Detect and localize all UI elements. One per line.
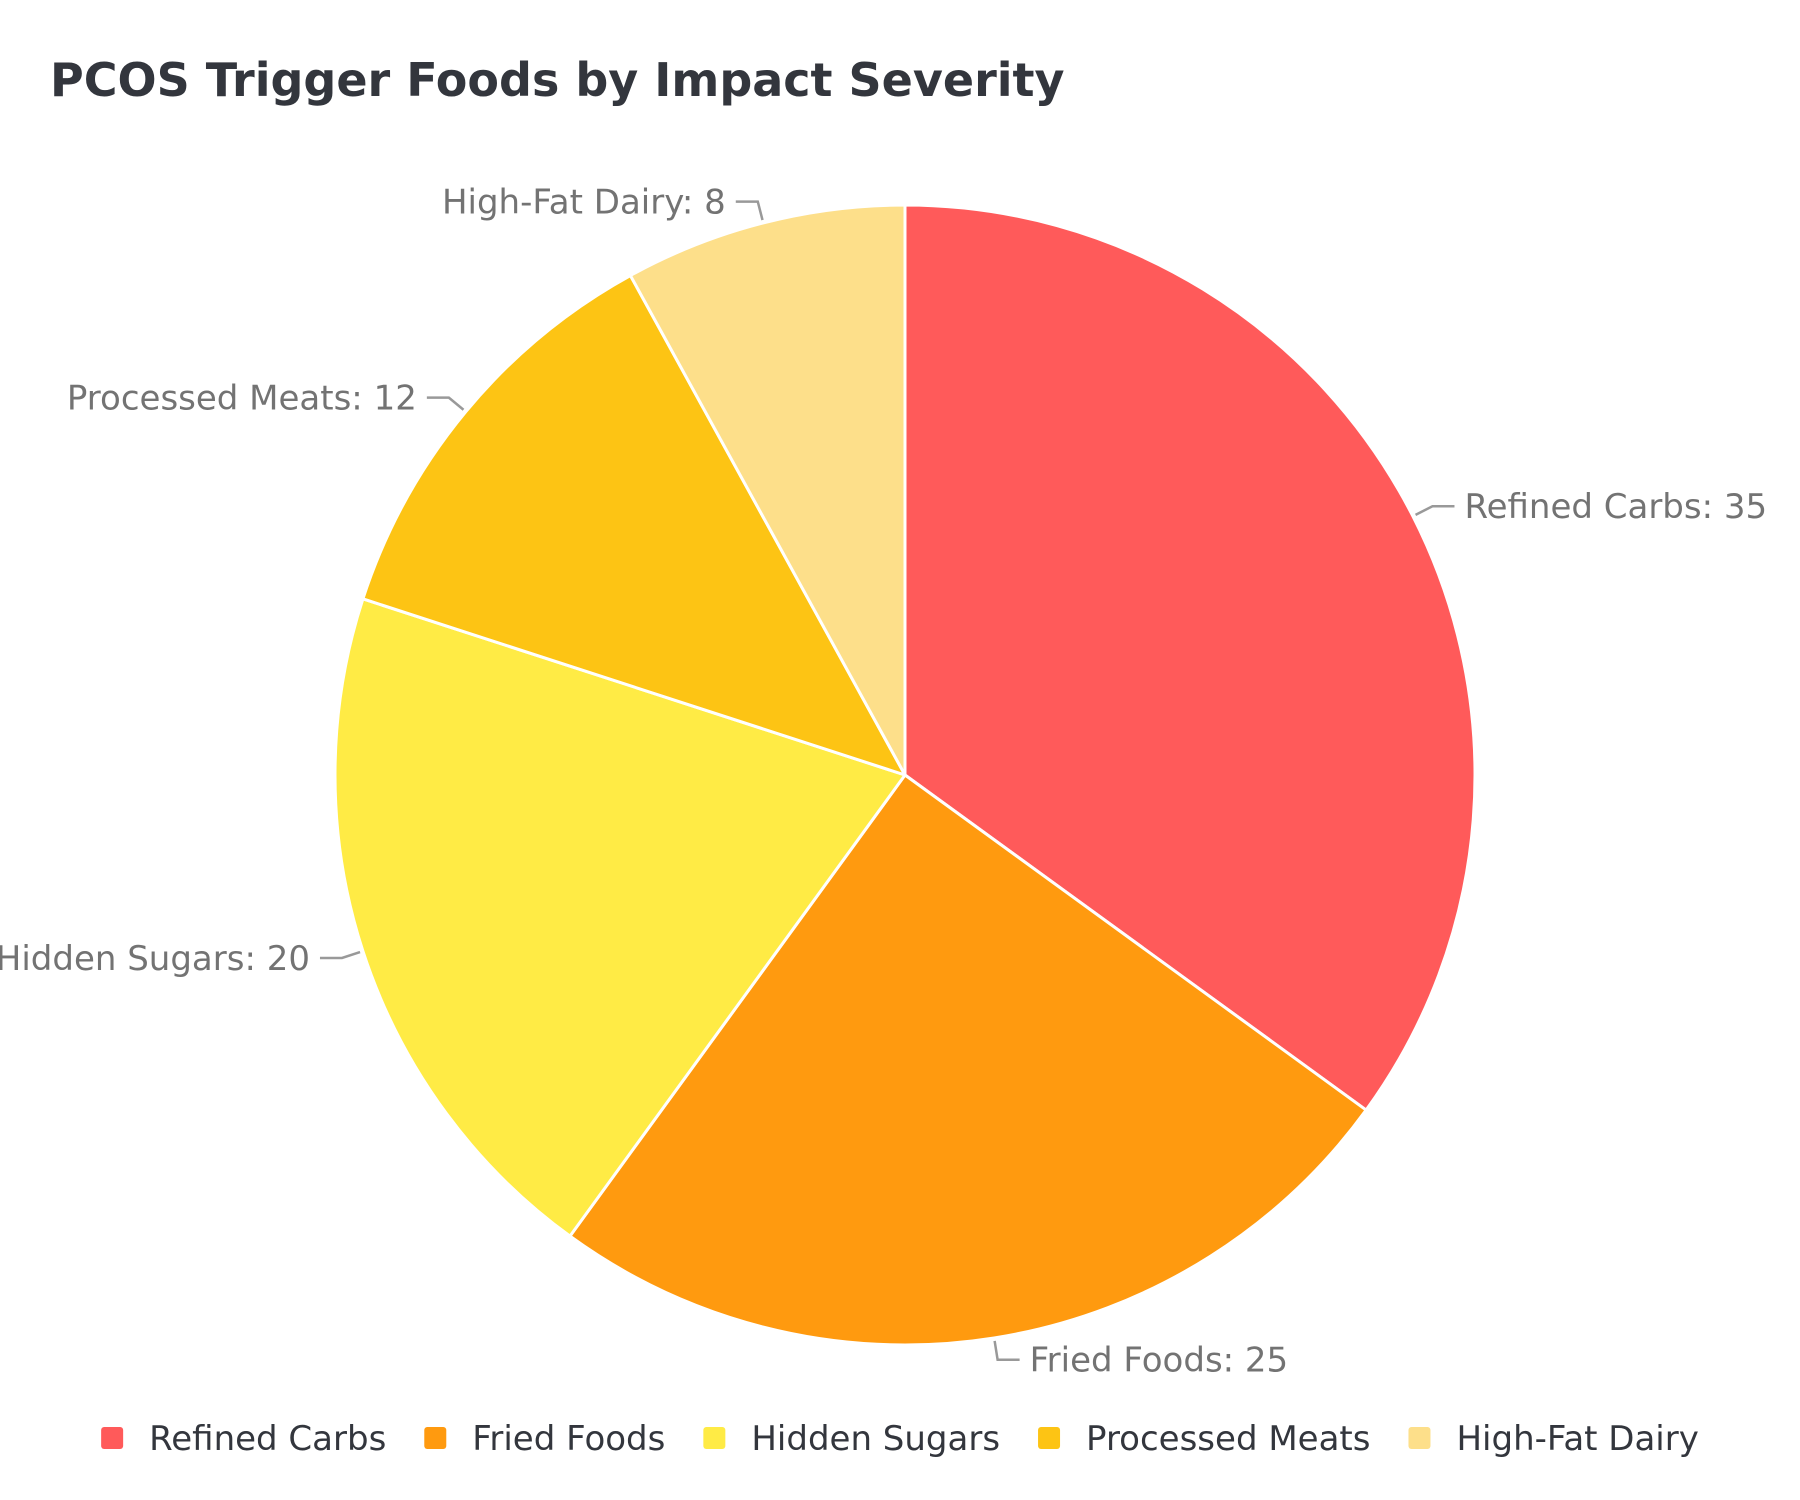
pie-slice-high-fat-dairy [628,203,907,777]
slice-label-high-fat-dairy: High-Fat Dairy: 8 [442,183,726,223]
legend-label: Processed Meats [1086,1419,1370,1459]
slice-label-refined-carbs: Refined Carbs: 35 [1464,487,1767,527]
slice-label-hidden-sugars: Hidden Sugars: 20 [0,939,310,979]
legend-swatch [1408,1427,1431,1449]
legend-label: Fried Foods [472,1419,665,1459]
legend-label: Hidden Sugars [751,1419,1000,1459]
pie-slice-refined-carbs [903,203,1477,1112]
slice-label-fried-foods: Fried Foods: 25 [1030,1341,1289,1381]
pie-slice-processed-meats [361,274,907,777]
legend-item-processed-meats: Processed Meats [1038,1419,1370,1459]
legend-item-high-fat-dairy: High-Fat Dairy [1408,1419,1699,1459]
legend: Refined Carbs Fried Foods Hidden Sugars Pro… [101,1419,1699,1459]
legend-item-hidden-sugars: Hidden Sugars [703,1419,1000,1459]
leader-line-hidden-sugars [319,950,361,960]
legend-swatch [424,1427,447,1449]
legend-label: Refined Carbs [149,1419,386,1459]
legend-item-fried-foods: Fried Foods [424,1419,665,1459]
pie-slice-fried-foods [568,773,1368,1347]
leader-line-processed-meats [426,396,465,411]
pie-slice-hidden-sugars [333,597,907,1238]
slice-labels: Refined Carbs: 35 Fried Foods: 25 Hidden S… [0,183,1767,1381]
legend-item-refined-carbs: Refined Carbs [101,1419,386,1459]
chart-title: PCOS Trigger Foods by Impact Severity [50,53,1065,107]
legend-swatch [101,1427,124,1449]
pie-slices [333,203,1477,1347]
leader-line-fried-foods [993,1340,1020,1361]
leader-line-high-fat-dairy [735,200,764,221]
legend-label: High-Fat Dairy [1456,1419,1698,1459]
leader-line-refined-carbs [1414,504,1455,516]
slice-label-processed-meats: Processed Meats: 12 [67,379,417,419]
legend-swatch [1038,1427,1061,1449]
legend-swatch [703,1427,726,1449]
